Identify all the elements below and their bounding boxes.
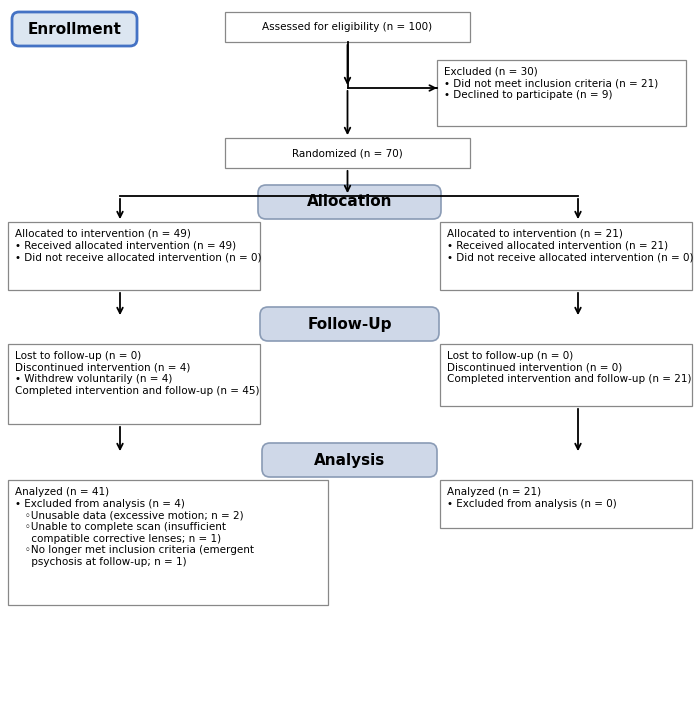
Text: Discontinued intervention (n = 4): Discontinued intervention (n = 4) [15, 363, 190, 373]
Text: Analyzed (n = 21): Analyzed (n = 21) [447, 487, 541, 497]
Text: • Received allocated intervention (n = 49): • Received allocated intervention (n = 4… [15, 241, 236, 251]
Text: Excluded (n = 30): Excluded (n = 30) [444, 67, 538, 77]
Text: • Did not meet inclusion criteria (n = 21): • Did not meet inclusion criteria (n = 2… [444, 78, 658, 88]
FancyBboxPatch shape [260, 307, 439, 341]
Bar [225, 138, 470, 168]
Text: • Excluded from analysis (n = 4): • Excluded from analysis (n = 4) [15, 498, 185, 508]
Text: • Declined to participate (n = 9): • Declined to participate (n = 9) [444, 89, 612, 99]
Text: Allocated to intervention (n = 49): Allocated to intervention (n = 49) [15, 229, 191, 239]
Bar [225, 12, 470, 42]
Text: ◦Unable to complete scan (insufficient: ◦Unable to complete scan (insufficient [15, 522, 226, 532]
Text: Follow-Up: Follow-Up [307, 317, 392, 332]
Text: • Did not receive allocated intervention (n = 0): • Did not receive allocated intervention… [447, 252, 694, 262]
Bar [8, 222, 260, 290]
Text: Completed intervention and follow-up (n = 21): Completed intervention and follow-up (n … [447, 374, 692, 384]
Bar [440, 222, 692, 290]
Bar [8, 344, 260, 424]
Text: Allocated to intervention (n = 21): Allocated to intervention (n = 21) [447, 229, 623, 239]
Bar [440, 344, 692, 406]
Text: Randomized (n = 70): Randomized (n = 70) [292, 148, 403, 158]
Text: Lost to follow-up (n = 0): Lost to follow-up (n = 0) [447, 351, 573, 361]
Bar [440, 480, 692, 528]
Text: Analysis: Analysis [314, 452, 385, 467]
Text: ◦No longer met inclusion criteria (emergent: ◦No longer met inclusion criteria (emerg… [15, 545, 254, 555]
FancyBboxPatch shape [258, 185, 441, 219]
Text: Enrollment: Enrollment [27, 21, 121, 36]
Text: Analyzed (n = 41): Analyzed (n = 41) [15, 487, 109, 497]
Bar [8, 480, 328, 605]
Text: • Received allocated intervention (n = 21): • Received allocated intervention (n = 2… [447, 241, 668, 251]
Text: • Withdrew voluntarily (n = 4): • Withdrew voluntarily (n = 4) [15, 374, 172, 384]
Text: Discontinued intervention (n = 0): Discontinued intervention (n = 0) [447, 363, 622, 373]
Text: Completed intervention and follow-up (n = 45): Completed intervention and follow-up (n … [15, 386, 260, 396]
Text: • Excluded from analysis (n = 0): • Excluded from analysis (n = 0) [447, 498, 617, 508]
Text: Assessed for eligibility (n = 100): Assessed for eligibility (n = 100) [262, 22, 433, 32]
Text: ◦Unusable data (excessive motion; n = 2): ◦Unusable data (excessive motion; n = 2) [15, 510, 244, 520]
Text: • Did not receive allocated intervention (n = 0): • Did not receive allocated intervention… [15, 252, 262, 262]
Text: psychosis at follow-up; n = 1): psychosis at follow-up; n = 1) [15, 557, 187, 567]
FancyBboxPatch shape [12, 12, 137, 46]
Text: Allocation: Allocation [307, 195, 392, 209]
Bar [437, 60, 686, 126]
Text: compatible corrective lenses; n = 1): compatible corrective lenses; n = 1) [15, 533, 221, 543]
Text: Lost to follow-up (n = 0): Lost to follow-up (n = 0) [15, 351, 141, 361]
FancyBboxPatch shape [262, 443, 437, 477]
